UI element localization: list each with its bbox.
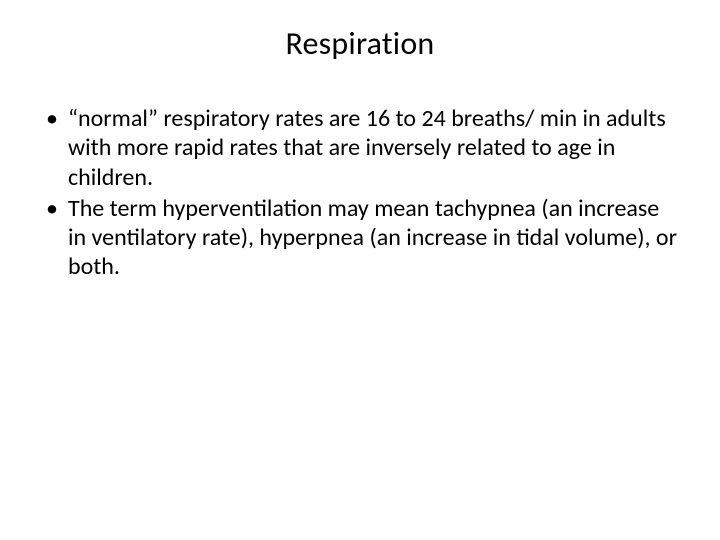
bullet-list: “normal” respiratory rates are 16 to 24 … xyxy=(40,104,680,282)
slide-content: “normal” respiratory rates are 16 to 24 … xyxy=(40,104,680,284)
bullet-item: “normal” respiratory rates are 16 to 24 … xyxy=(40,104,680,192)
slide-title: Respiration xyxy=(0,24,720,63)
slide: Respiration “normal” respiratory rates a… xyxy=(0,0,720,540)
bullet-item: The term hyperventilation may mean tachy… xyxy=(40,194,680,282)
